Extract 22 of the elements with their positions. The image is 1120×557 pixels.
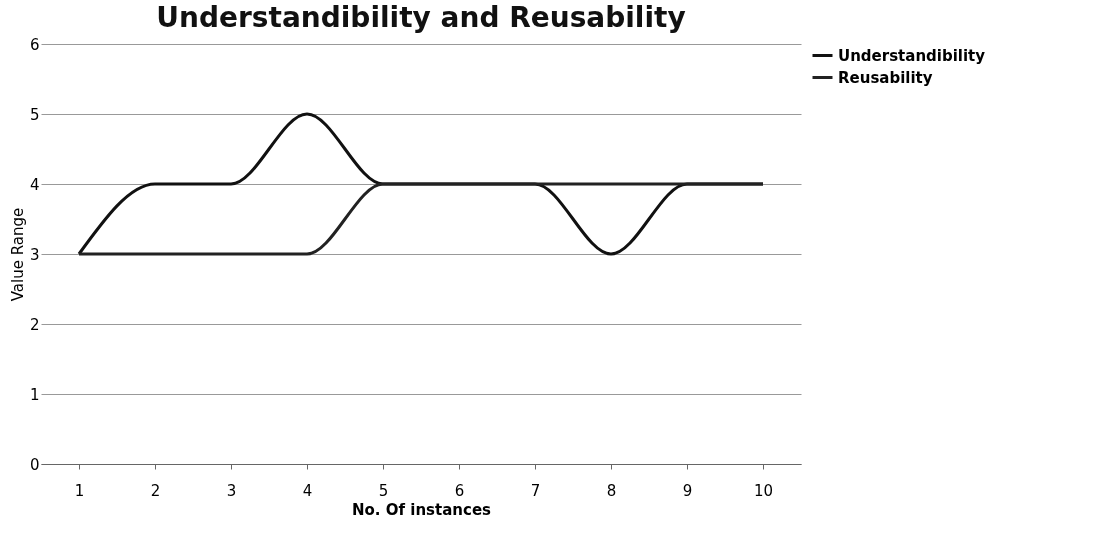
y-tick-label: 4 bbox=[29, 175, 40, 194]
y-tick-label: 1 bbox=[29, 385, 40, 404]
x-tick-label: 2 bbox=[150, 481, 161, 500]
y-tick-label: 3 bbox=[29, 245, 40, 264]
x-tick-label: 5 bbox=[378, 481, 389, 500]
x-tick-label: 1 bbox=[74, 481, 85, 500]
x-tick-label: 10 bbox=[753, 481, 774, 500]
y-tick-label: 5 bbox=[29, 105, 40, 124]
x-tick-label: 6 bbox=[454, 481, 465, 500]
y-axis-title: Value Range bbox=[8, 207, 27, 302]
legend-label: Reusability bbox=[838, 68, 933, 87]
x-tick-label: 7 bbox=[530, 481, 541, 500]
y-tick-label: 2 bbox=[29, 315, 40, 334]
x-tick-label: 9 bbox=[682, 481, 693, 500]
x-tick-label: 4 bbox=[302, 481, 313, 500]
y-tick-label: 0 bbox=[29, 455, 40, 474]
y-tick-label: 6 bbox=[29, 35, 40, 54]
legend-label: Understandibility bbox=[838, 46, 986, 65]
x-axis-title: No. Of instances bbox=[352, 500, 492, 519]
chart-title: Understandibility and Reusability bbox=[156, 1, 686, 34]
x-tick-label: 8 bbox=[606, 481, 617, 500]
x-tick-label: 3 bbox=[226, 481, 237, 500]
